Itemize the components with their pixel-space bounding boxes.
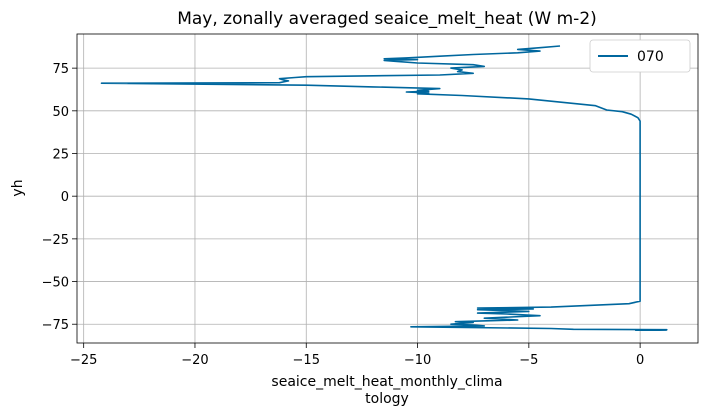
y-tick-label: 75 xyxy=(52,62,69,77)
x-tick-label: −5 xyxy=(519,353,538,368)
x-tick-label: −25 xyxy=(70,353,97,368)
series-line-070 xyxy=(100,45,668,331)
y-axis-label: yh xyxy=(10,179,26,196)
legend-box xyxy=(589,39,691,73)
y-tick-label: 0 xyxy=(61,190,69,205)
series-lines xyxy=(100,45,668,331)
x-tick-label: 0 xyxy=(636,353,644,368)
plot-frame xyxy=(76,33,699,344)
x-tick-label: −10 xyxy=(404,353,431,368)
x-axis-label-continued: tology xyxy=(365,391,409,407)
y-tick-label: −50 xyxy=(42,276,69,291)
legend-label-070: 070 xyxy=(637,49,664,65)
x-tick-label: −20 xyxy=(181,353,208,368)
legend: 070 xyxy=(589,39,691,73)
y-tick-label: −25 xyxy=(42,233,69,248)
y-tick-label: 50 xyxy=(52,105,69,120)
y-tick-label: 25 xyxy=(52,148,69,163)
chart-title: May, zonally averaged seaice_melt_heat (… xyxy=(177,9,597,29)
x-tick-label: −15 xyxy=(293,353,320,368)
x-axis-label: seaice_melt_heat_monthly_clima xyxy=(271,374,502,390)
y-tick-label: −75 xyxy=(42,318,69,333)
